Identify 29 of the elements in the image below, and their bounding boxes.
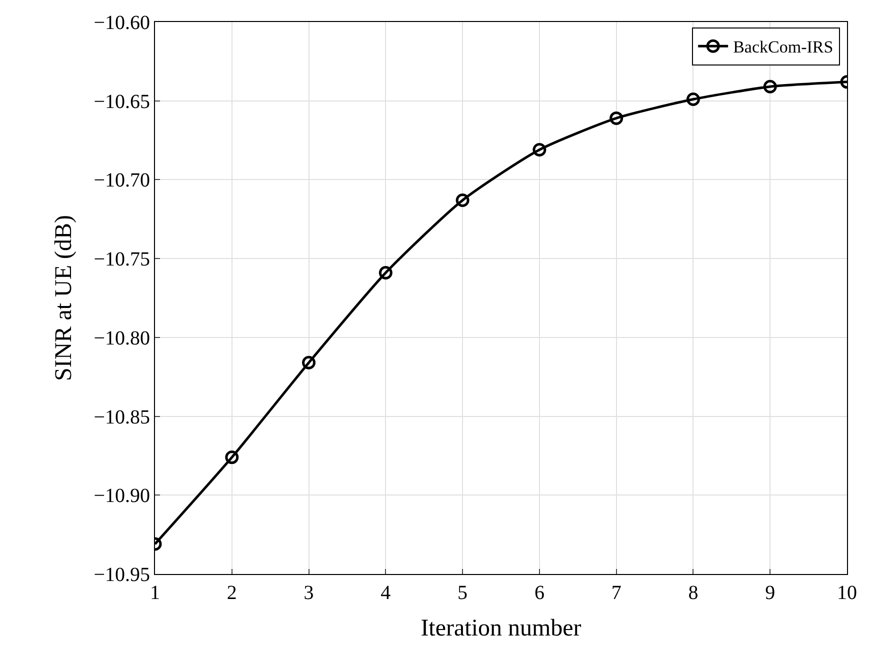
point (225, 450, 239, 464)
x-tick-label: 8 (688, 582, 698, 604)
point (378, 266, 392, 280)
x-tick-label: 5 (458, 582, 468, 604)
point (610, 111, 624, 125)
y-tick-label: −10.90 (94, 485, 150, 508)
legend-label: BackCom-IRS (733, 38, 834, 57)
x-tick-label: 1 (150, 582, 160, 604)
point (763, 80, 777, 94)
x-tick-label: 6 (534, 582, 544, 604)
y-tick-label: −10.65 (94, 90, 150, 113)
x-tick-label: 7 (611, 582, 622, 604)
x-tick-label: 2 (226, 582, 237, 604)
x-tick-label: 4 (380, 582, 391, 604)
y-tick-label: −10.60 (94, 12, 150, 34)
y-tick-label: −10.80 (94, 327, 150, 350)
y-tick-label: −10.85 (94, 406, 150, 428)
y-axis-title: SINR at UE (dB) (50, 215, 77, 381)
x-tick-label: 10 (837, 582, 857, 604)
point (456, 193, 470, 207)
x-axis-title: Iteration number (420, 615, 582, 642)
point (532, 143, 546, 156)
y-tick-label: −10.70 (94, 170, 150, 192)
x-tick-label: 3 (304, 582, 314, 604)
point (302, 356, 316, 370)
y-tick-label: −10.95 (94, 564, 150, 586)
y-tick-label: −10.75 (94, 248, 150, 271)
point (686, 92, 700, 106)
x-tick-label: 9 (765, 582, 776, 604)
